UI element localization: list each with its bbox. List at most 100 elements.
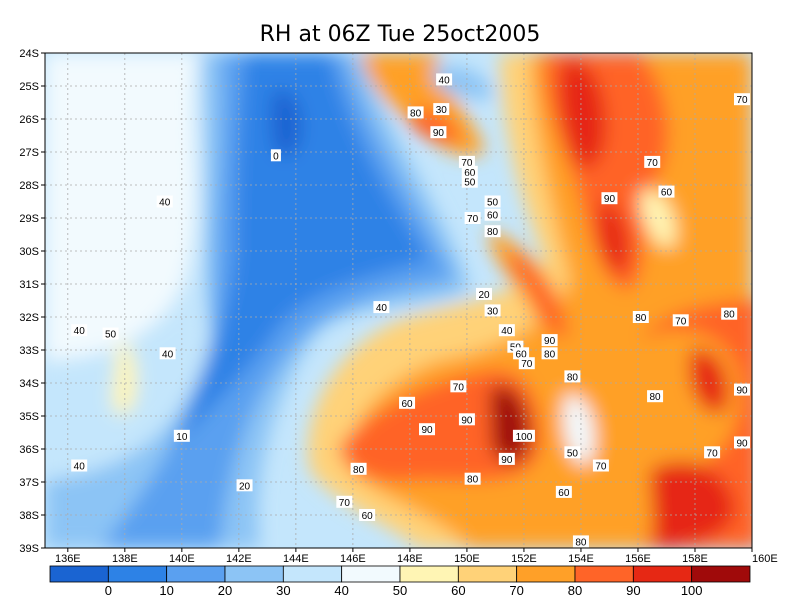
contour-label: 70 bbox=[707, 448, 719, 459]
contour-label-bg bbox=[498, 452, 515, 465]
contour-label: 70 bbox=[467, 214, 479, 225]
contour-label: 90 bbox=[736, 386, 748, 397]
y-tick-label: 35S bbox=[19, 411, 39, 423]
rh-field bbox=[45, 53, 752, 548]
contour-label-bg bbox=[672, 314, 689, 327]
contour-label-bg bbox=[555, 485, 572, 498]
colorbar-swatch bbox=[341, 565, 401, 583]
contour-label-bg bbox=[572, 535, 589, 548]
contour-label: 80 bbox=[467, 475, 479, 486]
y-tick-label: 31S bbox=[19, 279, 39, 291]
colorbar-label: 80 bbox=[568, 583, 582, 598]
contour-label-bg bbox=[734, 383, 750, 396]
y-tick-label: 26S bbox=[19, 114, 39, 126]
x-tick-label: 140E bbox=[169, 553, 195, 565]
contour-label-bg bbox=[484, 195, 501, 208]
contour-label-bg bbox=[464, 472, 481, 485]
contour-label: 70 bbox=[595, 462, 607, 473]
colorbar-swatch bbox=[691, 565, 751, 583]
contour-label-bg bbox=[484, 304, 501, 317]
contour-label-bg bbox=[592, 459, 609, 472]
contour-label: 0 bbox=[273, 151, 279, 162]
contour-label-bg bbox=[704, 446, 721, 459]
contour-label-bg bbox=[518, 357, 535, 370]
y-tick-label: 39S bbox=[19, 543, 39, 555]
contour-label: 40 bbox=[376, 303, 388, 314]
y-tick-label: 32S bbox=[19, 312, 39, 324]
rh-core-100-north bbox=[559, 59, 606, 169]
y-tick-label: 37S bbox=[19, 477, 39, 489]
colorbar-label: 30 bbox=[276, 583, 290, 598]
colorbar-swatch bbox=[224, 565, 284, 583]
y-tick-label: 28S bbox=[19, 180, 39, 192]
contour-label-bg bbox=[644, 155, 661, 168]
contour-label: 80 bbox=[544, 349, 556, 360]
rh-core-100-central bbox=[490, 385, 530, 464]
rh-band-0 bbox=[271, 89, 302, 157]
colorbar-swatch bbox=[632, 565, 693, 583]
y-axis-ticks: 24S 25S 26S 27S 28S 29S 30S 31S 32S 33S 34S 35S 36S 3… bbox=[19, 48, 45, 555]
contour-label-bg bbox=[450, 380, 467, 393]
contour-label-bg bbox=[461, 175, 478, 188]
contour-label: 70 bbox=[521, 359, 533, 370]
contour-label-bg bbox=[373, 301, 390, 314]
contour-label-bg bbox=[407, 106, 424, 119]
contour-label-bg bbox=[632, 311, 649, 323]
y-tick-label: 25S bbox=[19, 81, 39, 93]
colorbar-swatch bbox=[282, 565, 343, 583]
contour-label: 90 bbox=[461, 415, 473, 426]
x-tick-label: 158E bbox=[682, 553, 708, 565]
contour-label-bg bbox=[734, 436, 750, 449]
contour-label-bg bbox=[564, 370, 581, 383]
contour-label-bg bbox=[464, 212, 481, 224]
contour-label-bg bbox=[336, 495, 353, 508]
contour-label: 50 bbox=[464, 178, 476, 189]
x-tick-label: 138E bbox=[112, 553, 138, 565]
contour-label: 50 bbox=[567, 448, 579, 459]
contour-label: 40 bbox=[74, 326, 86, 337]
y-tick-label: 29S bbox=[19, 213, 39, 225]
colorbar-label: 100 bbox=[681, 583, 703, 598]
y-tick-label: 33S bbox=[19, 345, 39, 357]
contour-label: 30 bbox=[487, 306, 499, 317]
contour-label: 80 bbox=[650, 392, 662, 403]
contour-label-bg bbox=[721, 307, 738, 320]
contour-label: 40 bbox=[74, 462, 86, 473]
contour-label: 90 bbox=[501, 455, 513, 466]
contour-label: 80 bbox=[724, 310, 736, 321]
contour-label: 10 bbox=[176, 432, 188, 443]
contour-label: 30 bbox=[436, 105, 448, 116]
x-tick-label: 142E bbox=[226, 553, 252, 565]
contour-label-bg bbox=[484, 225, 501, 238]
chart-title: RH at 06Z Tue 25oct2005 bbox=[260, 22, 541, 47]
contour-label: 50 bbox=[105, 330, 117, 341]
x-tick-label: 156E bbox=[625, 553, 651, 565]
contour-label-bg bbox=[458, 155, 475, 168]
contour-label-bg bbox=[71, 459, 88, 472]
contour-label-bg bbox=[658, 185, 675, 198]
contour-label: 50 bbox=[487, 198, 499, 209]
plot-frame bbox=[44, 52, 753, 549]
contour-label: 80 bbox=[487, 227, 499, 238]
contour-label-bg bbox=[156, 195, 173, 208]
x-tick-label: 150E bbox=[454, 553, 480, 565]
contour-label-bg bbox=[359, 509, 376, 521]
contour-label-bg bbox=[173, 429, 190, 442]
contour-label: 70 bbox=[461, 158, 473, 169]
contour-label-bg bbox=[601, 192, 618, 205]
contour-label-bg bbox=[419, 423, 436, 436]
y-tick-label: 38S bbox=[19, 510, 39, 522]
x-tick-label: 136E bbox=[55, 553, 81, 565]
colorbar-label: 0 bbox=[105, 583, 112, 598]
colorbar-swatch bbox=[457, 565, 518, 583]
contour-label: 60 bbox=[661, 188, 673, 199]
x-tick-label: 160E bbox=[752, 553, 778, 565]
contour-label: 70 bbox=[453, 382, 465, 393]
contour-label: 90 bbox=[736, 438, 748, 449]
contour-label-bg bbox=[159, 347, 176, 360]
contour-label: 60 bbox=[558, 488, 570, 499]
contour-label-bg bbox=[564, 446, 581, 459]
contour-label-bg bbox=[734, 93, 750, 106]
colorbar-label: 40 bbox=[334, 583, 348, 598]
